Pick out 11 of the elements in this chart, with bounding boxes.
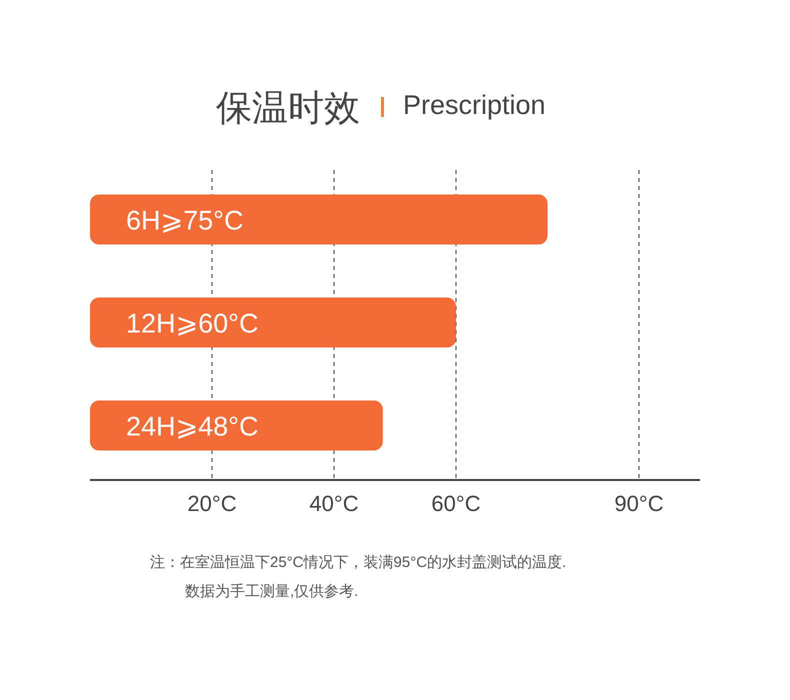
subtitle: Prescription — [403, 90, 546, 120]
data-label: 24H⩾48°C — [126, 412, 258, 442]
data-label: 12H⩾60°C — [126, 308, 258, 338]
annotation: 注：在室温恒温下25°C情况下，装满95°C的水封盖测试的温度. — [150, 554, 566, 571]
annotation: 数据为手工测量,仅供参考. — [185, 583, 358, 600]
x-tick: 20°C — [187, 491, 237, 516]
x-tick: 40°C — [309, 491, 359, 516]
title: 保温时效 — [216, 87, 360, 128]
x-tick: 90°C — [614, 491, 664, 516]
data-label: 6H⩾75°C — [126, 206, 244, 236]
x-tick: 60°C — [431, 491, 481, 516]
